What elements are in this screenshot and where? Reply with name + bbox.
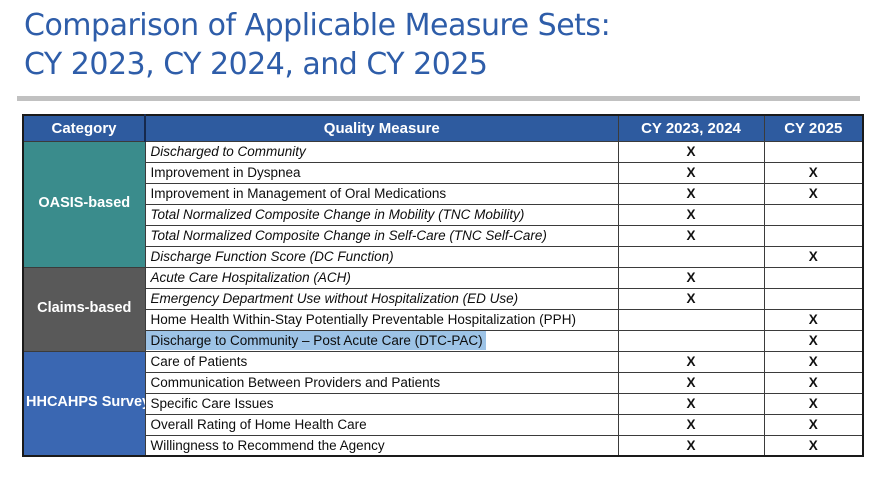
measure-cell: Total Normalized Composite Change in Sel… <box>144 224 619 247</box>
measure-cell: Discharged to Community <box>144 140 619 163</box>
cy2025-cell: X <box>763 413 864 436</box>
cy2023-2024-cell: X <box>617 161 765 184</box>
table-row: Total Normalized Composite Change in Mob… <box>23 203 864 226</box>
cy2023-2024-cell: X <box>617 224 765 247</box>
table-row: OASIS-based Discharged to Community X <box>22 140 864 268</box>
measure-cell: Care of Patients <box>144 350 619 373</box>
measure-label: Improvement in Dyspnea <box>150 165 301 180</box>
measure-cell: Improvement in Dyspnea <box>144 161 619 184</box>
table-row: HHCAHPS Survey-based Care of Patients X … <box>22 350 864 457</box>
cy2023-2024-cell: X <box>617 434 765 457</box>
measure-label: Specific Care Issues <box>150 396 274 411</box>
column-header-cy2025: CY 2025 <box>763 114 864 142</box>
cy2023-2024-cell: X <box>617 350 765 373</box>
cy2025-cell: X <box>763 182 864 205</box>
measure-cell: Discharge to Community – Post Acute Care… <box>144 329 619 352</box>
cy2025-cell: X <box>763 308 864 331</box>
measure-label: Communication Between Providers and Pati… <box>150 375 441 390</box>
page-title: Comparison of Applicable Measure Sets: C… <box>24 6 873 84</box>
cy2025-cell: X <box>763 329 864 352</box>
table-row: Total Normalized Composite Change in Sel… <box>23 224 864 247</box>
table-row: Specific Care Issues X X <box>23 392 864 415</box>
category-cell-claims-based: Claims-based <box>22 266 146 352</box>
measure-label: Emergency Department Use without Hospita… <box>150 291 519 306</box>
cy2023-2024-cell: X <box>617 371 765 394</box>
cy2023-2024-cell: X <box>617 140 765 163</box>
title-divider <box>17 96 860 101</box>
table-row: Claims-based Acute Care Hospitalization … <box>22 266 864 352</box>
cy2025-cell <box>763 140 864 163</box>
table-row: Discharge Function Score (DC Function) X <box>23 245 864 268</box>
measure-label: Total Normalized Composite Change in Sel… <box>150 228 547 243</box>
cy2025-cell: X <box>763 371 864 394</box>
table-row: Overall Rating of Home Health Care X X <box>23 413 864 436</box>
column-header-cy2023-2024: CY 2023, 2024 <box>617 114 765 142</box>
measure-cell: Home Health Within-Stay Potentially Prev… <box>144 308 619 331</box>
cy2023-2024-cell: X <box>617 203 765 226</box>
measure-comparison-table: Category Quality Measure CY 2023, 2024 C… <box>22 114 864 457</box>
cy2023-2024-cell <box>617 308 765 331</box>
measure-cell: Total Normalized Composite Change in Mob… <box>144 203 619 226</box>
cy2023-2024-cell <box>617 245 765 268</box>
measure-label: Discharge Function Score (DC Function) <box>150 249 394 264</box>
table-row: Improvement in Management of Oral Medica… <box>23 182 864 205</box>
measure-label-highlighted: Discharge to Community – Post Acute Care… <box>146 331 486 350</box>
measure-label: Home Health Within-Stay Potentially Prev… <box>150 312 576 327</box>
measure-cell: Overall Rating of Home Health Care <box>144 413 619 436</box>
cy2025-cell: X <box>763 161 864 184</box>
column-header-quality-measure: Quality Measure <box>144 114 619 142</box>
cy2025-cell <box>763 224 864 247</box>
measure-label: Willingness to Recommend the Agency <box>150 437 385 453</box>
measure-cell: Willingness to Recommend the Agency <box>144 434 619 457</box>
cy2025-cell <box>763 266 864 289</box>
cy2025-cell: X <box>763 245 864 268</box>
cy2025-cell: X <box>763 434 864 457</box>
category-cell-hhcahps-survey-based: HHCAHPS Survey-based <box>22 350 146 457</box>
category-cell-oasis-based: OASIS-based <box>22 140 146 268</box>
cy2023-2024-cell: X <box>617 287 765 310</box>
table-row: Discharge to Community – Post Acute Care… <box>23 329 864 352</box>
page-title-line2: CY 2023, CY 2024, and CY 2025 <box>24 47 488 82</box>
table-row: Home Health Within-Stay Potentially Prev… <box>23 308 864 331</box>
cy2023-2024-cell <box>617 329 765 352</box>
cy2023-2024-cell: X <box>617 413 765 436</box>
measure-cell: Acute Care Hospitalization (ACH) <box>144 266 619 289</box>
measure-cell: Communication Between Providers and Pati… <box>144 371 619 394</box>
table-row: Willingness to Recommend the Agency X X <box>23 434 864 457</box>
page-title-line1: Comparison of Applicable Measure Sets: <box>24 8 611 43</box>
measure-label: Acute Care Hospitalization (ACH) <box>150 270 351 285</box>
cy2023-2024-cell: X <box>617 182 765 205</box>
table-row: Communication Between Providers and Pati… <box>23 371 864 394</box>
measure-label: Improvement in Management of Oral Medica… <box>150 186 447 201</box>
cy2023-2024-cell: X <box>617 392 765 415</box>
cy2025-cell <box>763 203 864 226</box>
measure-cell: Discharge Function Score (DC Function) <box>144 245 619 268</box>
cy2025-cell: X <box>763 350 864 373</box>
measure-label: Care of Patients <box>150 354 248 369</box>
measure-label: Total Normalized Composite Change in Mob… <box>150 207 525 222</box>
column-header-category: Category <box>22 114 146 142</box>
measure-label: Overall Rating of Home Health Care <box>150 417 367 432</box>
header-row: Category Quality Measure CY 2023, 2024 C… <box>22 114 864 142</box>
table-row: Emergency Department Use without Hospita… <box>23 287 864 310</box>
measure-cell: Improvement in Management of Oral Medica… <box>144 182 619 205</box>
cy2025-cell <box>763 287 864 310</box>
cy2023-2024-cell: X <box>617 266 765 289</box>
measure-cell: Emergency Department Use without Hospita… <box>144 287 619 310</box>
measure-label: Discharged to Community <box>150 144 306 159</box>
cy2025-cell: X <box>763 392 864 415</box>
table-row: Improvement in Dyspnea X X <box>23 161 864 184</box>
measure-cell: Specific Care Issues <box>144 392 619 415</box>
